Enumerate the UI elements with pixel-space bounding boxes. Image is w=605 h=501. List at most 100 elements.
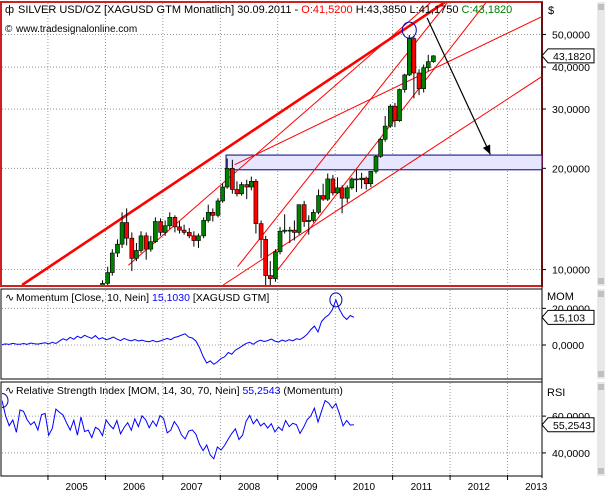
rsi-title: Relative Strength Index [MOM, 14, 30, 70… <box>16 385 240 397</box>
candle-body <box>431 55 436 62</box>
candle-body <box>253 181 259 224</box>
candle-body <box>224 168 230 188</box>
rsi-scrollbar[interactable] <box>597 382 605 476</box>
forecast-arrow-head <box>482 144 491 155</box>
candle-body <box>349 178 355 189</box>
source-label: www.tradesignalonline.com <box>15 24 137 35</box>
rsi-legend: Relative Strength Index [MOM, 14, 30, 70… <box>16 385 343 397</box>
year-tick-label: 2007 <box>180 482 203 493</box>
candle-body <box>249 181 254 188</box>
close-label: C:43,1820 <box>462 4 513 16</box>
candle-body <box>181 229 187 233</box>
price-tick-label: 40,0000 <box>552 62 590 74</box>
candle-body <box>186 232 192 237</box>
candle-body <box>129 237 135 259</box>
candle-body <box>330 178 336 194</box>
candle-body <box>100 283 105 285</box>
candle-body <box>277 230 283 253</box>
candle-body <box>363 177 369 185</box>
candle-body <box>124 222 129 239</box>
candle-body <box>148 241 154 250</box>
candle-body <box>292 229 297 233</box>
candle-body <box>402 74 408 90</box>
candle-body <box>296 204 302 233</box>
candle-body <box>115 243 120 254</box>
candle-body <box>153 221 158 243</box>
indicator-last-label: 55,2543 <box>553 420 591 432</box>
year-tick-label: 2012 <box>468 482 491 493</box>
forecast-arrow-line <box>426 17 491 155</box>
rsi-value: 55,2543 <box>242 385 280 397</box>
horizontal-resistance-zone <box>225 154 543 171</box>
rsi-grid <box>2 383 542 475</box>
candle-body <box>382 125 388 140</box>
candle-body <box>306 220 312 222</box>
candle-layer <box>100 35 436 285</box>
candle-body <box>167 217 173 227</box>
momentum-suffix: [XAGUSD GTM] <box>193 292 270 304</box>
candle-body <box>273 251 278 279</box>
candle-body <box>177 226 182 231</box>
candle-body <box>325 178 331 200</box>
candle-body <box>105 272 111 284</box>
candle-body <box>311 212 316 221</box>
candle-body <box>244 184 250 188</box>
price-scrollbar[interactable] <box>597 2 605 286</box>
candle-body <box>162 225 168 233</box>
rsi-panel-frame <box>0 381 543 477</box>
trendline <box>222 76 542 285</box>
candle-body <box>143 235 149 250</box>
symbol-label: SILVER USD/OZ [XAGUSD GTM Monatlich] 30.… <box>18 4 299 16</box>
candle-body <box>205 212 211 221</box>
indicator-last-marker <box>541 309 595 325</box>
trendline <box>234 16 542 166</box>
candle-body <box>344 187 350 199</box>
candle-body <box>406 38 412 76</box>
price-legend: SILVER USD/OZ [XAGUSD GTM Monatlich] 30.… <box>18 4 512 16</box>
indicator-last-marker <box>541 417 595 433</box>
price-tick-label: 20,0000 <box>552 163 590 175</box>
price-tick-label: 50,0000 <box>552 29 590 41</box>
price-peak-circle <box>401 21 417 39</box>
time-axis: 2005 2006 2007 2008 2009 2010 2011 2012 2013 <box>47 475 548 493</box>
candle-body <box>378 138 383 157</box>
candle-body <box>368 170 374 185</box>
candle-body <box>354 178 359 181</box>
year-tick-label: 2006 <box>123 482 146 493</box>
price-legend-icon: ф <box>5 4 14 16</box>
trendline <box>271 3 487 278</box>
candle-body <box>263 239 268 276</box>
year-tick-label: 2013 <box>525 482 548 493</box>
candle-body <box>191 235 197 241</box>
open-label: O:41,5200 <box>301 4 352 16</box>
candle-body <box>215 200 221 216</box>
last-price-label: 43,1820 <box>553 51 591 63</box>
candle-body <box>230 168 235 190</box>
momentum-scrollbar[interactable] <box>597 289 605 379</box>
candle-body <box>388 105 393 127</box>
indicator-peak-circle <box>2 392 9 408</box>
last-price-marker <box>541 48 595 64</box>
candle-body <box>359 177 364 181</box>
year-tick-label: 2005 <box>66 482 89 493</box>
candle-body <box>301 204 307 222</box>
candle-body <box>320 195 326 200</box>
rsi-axis-label: RSI <box>547 387 565 399</box>
indicator-last-label: 15,103 <box>553 312 585 324</box>
candle-body <box>397 89 402 122</box>
candle-body <box>335 187 340 194</box>
candle-body <box>258 223 264 240</box>
high-label: H:43,3850 <box>356 4 407 16</box>
candle-body <box>287 229 293 232</box>
candle-body <box>373 156 379 172</box>
rsi-legend-icon: ∿ <box>5 385 14 397</box>
indicator-tick-label: 0,0000 <box>552 340 584 352</box>
candle-body <box>234 189 240 195</box>
candle-body <box>158 221 163 233</box>
momentum-axis-label: MOM <box>547 291 574 303</box>
rsi-suffix: (Momentum) <box>283 385 343 397</box>
momentum-legend-icon: ∿ <box>5 292 14 304</box>
